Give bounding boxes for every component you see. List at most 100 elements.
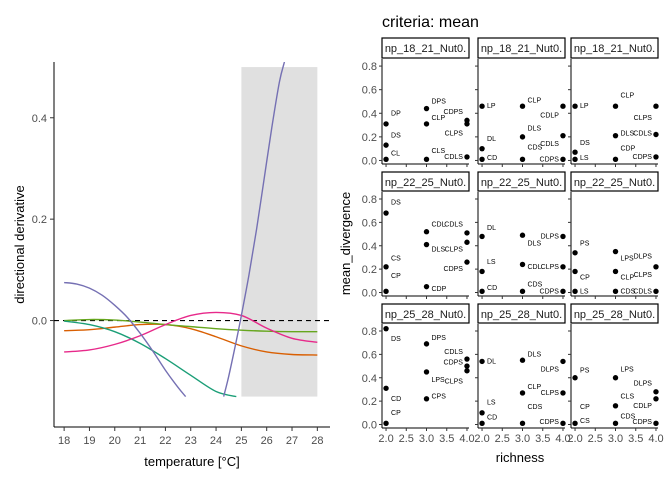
scatter-point-0-0-4 xyxy=(423,121,430,127)
scatter-point-2-2-1 xyxy=(572,420,578,427)
scatter-point-0-2-8 xyxy=(653,154,659,160)
facet-y-tick-label-2-3: 0.6 xyxy=(362,349,377,361)
facet-strip-label-0-0: np_18_21_Nut0. xyxy=(385,43,466,55)
scatter-point-2-1-6 xyxy=(560,358,566,365)
point-label-0-2-6: CLPS xyxy=(634,115,653,122)
point-label-0-2-8: CDPS xyxy=(633,154,653,161)
point-label-1-2-8: CDLS xyxy=(633,288,652,295)
facet-x-tick-label-1-1: 2.5 xyxy=(495,433,510,445)
point-label-2-2-0: PS xyxy=(580,368,590,375)
point-label-1-0-3: CDL xyxy=(432,222,446,229)
scatter-point-1-2-0 xyxy=(572,250,578,256)
point-label-1-2-4: CLP xyxy=(621,274,635,281)
scatter-point-0-1-6 xyxy=(560,103,566,109)
left-x-tick-label-3: 21 xyxy=(134,435,146,447)
scatter-point-1-1-1 xyxy=(479,268,485,275)
facet-strip-label-2-1: np_25_28_Nut0. xyxy=(481,309,562,321)
point-label-2-1-5: CDS xyxy=(528,404,543,411)
point-label-0-2-7: CDLS xyxy=(633,130,652,137)
point-label-2-0-7: CDPS xyxy=(444,360,464,367)
scatter-point-2-2-3 xyxy=(612,403,619,409)
point-label-0-1-7: CDLS xyxy=(540,141,559,148)
scatter-point-0-1-8 xyxy=(560,156,566,162)
facet-y-tick-label-0-0: 0.0 xyxy=(362,155,377,167)
facet-strip-0-0 xyxy=(381,37,470,59)
scatter-point-0-2-0 xyxy=(572,103,578,109)
scatter-point-2-2-6 xyxy=(653,396,659,402)
point-label-0-0-2: CL xyxy=(391,150,400,157)
facet-strip-label-2-0: np_25_28_Nut0. xyxy=(385,309,466,321)
scatter-point-2-0-3 xyxy=(423,341,430,347)
facet-x-tick-label-2-3: 3.5 xyxy=(628,433,643,445)
facet-y-tick-label-2-2: 0.4 xyxy=(362,373,377,385)
point-label-2-0-8: CLPS xyxy=(445,378,464,385)
facet-strip-0-2 xyxy=(570,37,659,59)
facet-strip-0-1 xyxy=(477,37,566,59)
left-x-tick-label-9: 27 xyxy=(286,435,298,447)
scatter-point-1-1-8 xyxy=(560,288,566,295)
point-label-2-2-2: CS xyxy=(580,418,590,425)
point-label-1-1-8: CDPS xyxy=(540,288,560,295)
scatter-point-2-0-1 xyxy=(383,385,389,391)
scatter-point-1-1-7 xyxy=(560,264,566,270)
point-label-2-1-8: CDPS xyxy=(540,419,560,426)
facet-strip-label-0-2: np_18_21_Nut0. xyxy=(574,43,655,55)
scatter-point-0-1-1 xyxy=(479,145,485,152)
facet-y-tick-label-1-0: 0.0 xyxy=(362,287,377,299)
point-label-2-1-7: CLPS xyxy=(541,390,560,397)
facet-y-tick-label-0-4: 0.8 xyxy=(362,61,377,73)
scatter-point-0-2-1 xyxy=(572,149,578,155)
point-label-1-0-6: CDLS xyxy=(444,222,463,229)
facet-y-tick-label-2-0: 0.0 xyxy=(362,419,377,431)
scatter-point-0-2-3 xyxy=(612,103,619,109)
scatter-point-2-1-2 xyxy=(479,420,485,427)
point-label-1-2-3: LPS xyxy=(621,256,635,263)
facet-x-tick-label-1-3: 3.5 xyxy=(535,433,550,445)
facet-y-tick-label-2-4: 0.8 xyxy=(362,326,377,338)
point-label-2-1-2: CD xyxy=(487,414,497,421)
facet-x-tick-label-0-1: 2.5 xyxy=(399,433,414,445)
scatter-point-1-0-7 xyxy=(464,239,470,245)
scatter-point-2-0-8 xyxy=(464,368,470,374)
left-x-tick-label-6: 24 xyxy=(210,435,222,447)
scatter-point-0-0-0 xyxy=(383,121,389,127)
point-label-2-0-5: CPS xyxy=(432,393,447,400)
scatter-point-1-0-8 xyxy=(464,259,470,265)
shaded-region xyxy=(241,67,318,397)
facet-strip-1-1 xyxy=(477,171,566,192)
left-y-tick-label-2: 0.4 xyxy=(32,113,47,125)
scatter-point-0-0-7 xyxy=(464,121,470,127)
point-label-0-2-1: DS xyxy=(580,140,590,147)
scatter-point-1-0-0 xyxy=(383,210,389,216)
scatter-point-1-2-3 xyxy=(612,248,619,255)
point-label-2-2-6: DLPS xyxy=(634,381,653,388)
scatter-point-2-0-0 xyxy=(383,325,389,332)
point-label-0-2-4: DLS xyxy=(621,130,635,137)
point-label-0-0-8: CDLS xyxy=(444,154,463,161)
point-label-0-1-5: CDS xyxy=(528,144,543,151)
point-label-1-2-1: CP xyxy=(580,274,590,281)
point-label-0-0-4: CLP xyxy=(432,115,446,122)
point-label-1-1-4: CDL xyxy=(528,264,542,271)
facet-x-tick-label-2-1: 2.5 xyxy=(588,433,603,445)
scatter-point-1-2-4 xyxy=(612,268,619,275)
point-label-2-2-1: CP xyxy=(580,404,590,411)
facet-strip-label-2-2: np_25_28_Nut0. xyxy=(574,309,655,321)
left-x-tick-label-0: 18 xyxy=(58,435,70,447)
facet-x-tick-label-2-2: 3.0 xyxy=(608,433,623,445)
left-x-tick-label-5: 23 xyxy=(185,435,197,447)
scatter-point-1-2-7 xyxy=(653,288,659,295)
line-series-5 xyxy=(222,62,286,397)
scatter-point-2-0-6 xyxy=(464,356,470,362)
scatter-point-0-1-7 xyxy=(560,132,566,139)
point-label-1-0-7: CLPS xyxy=(445,246,464,253)
facet-strip-label-1-2: np_22_25_Nut0. xyxy=(574,177,655,189)
scatter-point-1-1-4 xyxy=(519,261,526,268)
right-x-axis-title: richness xyxy=(496,450,545,465)
point-label-1-1-0: DL xyxy=(487,225,496,232)
point-label-1-1-3: DLS xyxy=(528,240,542,247)
scatter-point-2-0-2 xyxy=(383,420,389,427)
scatter-point-2-1-1 xyxy=(479,410,485,416)
point-label-1-1-7: CLPS xyxy=(541,264,560,271)
